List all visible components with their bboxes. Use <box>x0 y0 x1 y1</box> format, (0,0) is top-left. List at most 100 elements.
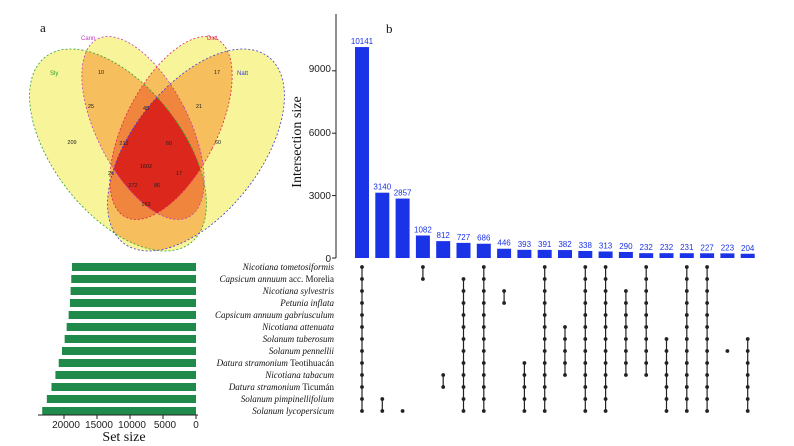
matrix-dot <box>481 313 486 317</box>
membership-matrix <box>360 265 750 413</box>
matrix-dot <box>380 409 385 413</box>
species-label: Solanum pennellii <box>269 346 335 356</box>
venn-label-natt: Natt <box>237 71 248 77</box>
matrix-dot <box>461 349 466 353</box>
intersection-bar <box>355 47 369 258</box>
species-label: Petunia inflata <box>279 298 334 308</box>
matrix-dot <box>624 337 628 341</box>
bar-value-label: 446 <box>497 239 511 248</box>
matrix-dot <box>644 337 649 341</box>
venn-region-count: 25 <box>88 104 94 110</box>
matrix-dot <box>644 289 649 293</box>
matrix-dot <box>664 409 669 413</box>
intersection-bar <box>720 253 735 258</box>
matrix-dot <box>481 349 486 353</box>
bar-value-label: 232 <box>660 243 674 252</box>
species-label: Nicotiana attenuata <box>261 322 334 332</box>
matrix-dot <box>684 397 689 401</box>
venn-set-dstt <box>109 36 233 220</box>
matrix-dot <box>684 409 689 413</box>
y-tick-label: 6000 <box>309 128 332 139</box>
matrix-dot <box>705 301 709 305</box>
matrix-dot <box>705 409 709 413</box>
intersection-bar <box>497 248 512 258</box>
species-label: Datura stramonium Ticumán <box>228 382 335 392</box>
matrix-dot <box>360 313 364 317</box>
venn-region-count: 272 <box>128 183 137 189</box>
matrix-dot <box>624 289 628 293</box>
matrix-dot <box>684 325 689 329</box>
bar-value-label: 391 <box>538 240 552 249</box>
matrix-dot <box>400 409 405 413</box>
matrix-dot <box>563 325 567 329</box>
matrix-dot <box>684 301 689 305</box>
bar-value-label: 227 <box>700 243 714 252</box>
matrix-dot <box>481 397 486 401</box>
matrix-dot <box>461 301 466 305</box>
matrix-dot <box>481 325 486 329</box>
intersection-bar <box>659 253 674 258</box>
species-label: Capsicum annuum acc. Morelia <box>220 274 334 284</box>
set-size-bar <box>70 287 196 295</box>
intersection-bar <box>578 250 593 258</box>
matrix-dot <box>644 277 649 281</box>
matrix-dot <box>644 313 649 317</box>
matrix-dot <box>421 265 425 269</box>
matrix-dot <box>481 289 486 293</box>
matrix-dot <box>481 385 486 389</box>
matrix-dot <box>583 409 588 413</box>
bar-value-label: 204 <box>741 244 755 253</box>
matrix-dot <box>644 301 649 305</box>
species-label: Capsicum annuum gabriusculum <box>215 310 335 320</box>
matrix-dot <box>542 265 547 269</box>
matrix-dot <box>502 301 506 305</box>
matrix-dot <box>705 313 709 317</box>
set-size-bar <box>64 335 196 343</box>
matrix-dot <box>583 325 588 329</box>
set-size-bar <box>42 407 196 415</box>
x-tick-label: 5000 <box>154 420 177 431</box>
matrix-dot <box>664 373 669 377</box>
matrix-dot <box>603 289 608 293</box>
matrix-dot <box>542 337 547 341</box>
venn-region-count: 163 <box>141 202 150 208</box>
matrix-dot <box>684 313 689 317</box>
matrix-dot <box>481 265 486 269</box>
matrix-dot <box>603 349 608 353</box>
venn-region-count: 209 <box>67 140 76 146</box>
intersection-bar <box>537 249 552 258</box>
matrix-dot <box>705 325 709 329</box>
venn-label-sly: Sly <box>50 71 58 77</box>
matrix-dot <box>603 397 608 401</box>
species-labels: Nicotiana tometosiformis Capsicum annuum… <box>215 262 335 416</box>
intersection-bar <box>700 253 715 258</box>
matrix-dot <box>705 277 709 281</box>
venn-region-count: 17 <box>214 70 220 76</box>
matrix-dot <box>624 349 628 353</box>
matrix-dot <box>684 385 689 389</box>
intersection-bar <box>476 243 491 258</box>
matrix-dot <box>542 409 547 413</box>
bar-value-label: 10141 <box>351 37 374 46</box>
x-tick-label: 15000 <box>85 420 113 431</box>
matrix-dot <box>624 301 628 305</box>
bar-value-label: 338 <box>579 241 593 250</box>
matrix-dot <box>705 361 709 365</box>
matrix-dot <box>542 289 547 293</box>
matrix-dot <box>481 409 486 413</box>
matrix-dot <box>644 325 649 329</box>
set-size-bar <box>46 395 197 403</box>
venn-region-count: 17 <box>176 171 182 177</box>
intersection-bar <box>375 192 390 258</box>
matrix-dot <box>664 385 669 389</box>
matrix-dot <box>502 289 506 293</box>
matrix-dot <box>481 373 486 377</box>
venn-diagram: Sly Cann Dstt Natt 10 17 209 25 45 21 60… <box>29 36 285 252</box>
species-label: Nicotiana sylvestris <box>262 286 335 296</box>
matrix-dot <box>603 373 608 377</box>
matrix-dot <box>542 397 547 401</box>
bar-value-label: 313 <box>599 241 613 250</box>
set-size-bar <box>71 275 196 283</box>
matrix-dot <box>461 289 466 293</box>
